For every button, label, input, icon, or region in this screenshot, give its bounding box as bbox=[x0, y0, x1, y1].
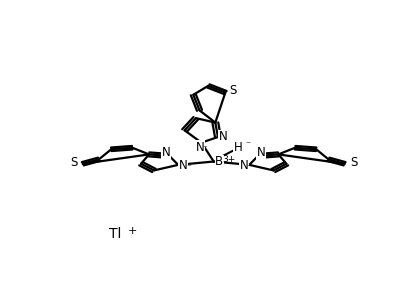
Text: N: N bbox=[178, 160, 187, 173]
Text: H: H bbox=[234, 141, 242, 154]
Text: N: N bbox=[240, 160, 249, 173]
Text: ⁻: ⁻ bbox=[186, 164, 191, 173]
Text: +: + bbox=[128, 226, 137, 236]
Text: Tl: Tl bbox=[109, 227, 121, 241]
Text: S: S bbox=[350, 156, 357, 169]
Text: N: N bbox=[162, 146, 171, 159]
Text: 3+: 3+ bbox=[222, 155, 235, 164]
Text: ⁻: ⁻ bbox=[202, 145, 207, 154]
Text: ⁻: ⁻ bbox=[245, 140, 250, 150]
Text: B: B bbox=[215, 155, 224, 168]
Text: N: N bbox=[257, 146, 266, 159]
Text: ⁻: ⁻ bbox=[246, 164, 251, 173]
Text: N: N bbox=[196, 141, 204, 154]
Text: S: S bbox=[229, 84, 236, 97]
Text: S: S bbox=[70, 156, 78, 169]
Text: N: N bbox=[219, 130, 227, 143]
